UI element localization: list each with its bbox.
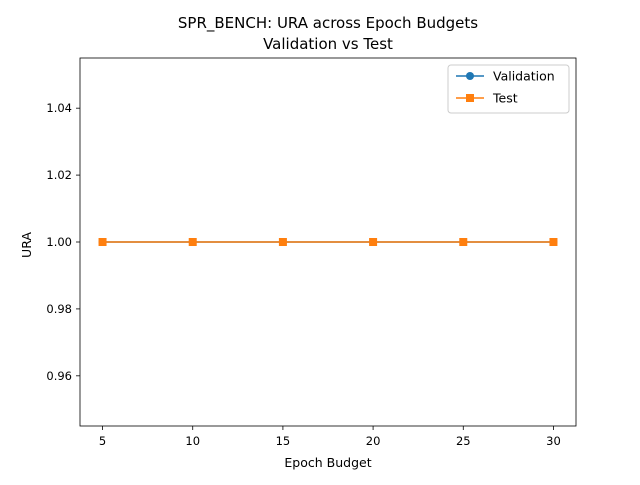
y-axis-label: URA [19, 232, 34, 258]
data-point-test [549, 238, 558, 246]
legend: Validation Test [447, 64, 570, 114]
data-point-test [459, 238, 468, 246]
legend-box [447, 64, 570, 114]
y-tick-label: 1.02 [46, 168, 72, 182]
x-tick-label: 30 [546, 434, 561, 448]
x-tick-label: 25 [456, 434, 471, 448]
x-axis-label: Epoch Budget [284, 455, 371, 470]
y-tick-label: 1.04 [46, 101, 72, 115]
chart-subtitle: Validation vs Test [263, 35, 393, 53]
x-tick-label: 5 [99, 434, 106, 448]
data-point-test [98, 238, 107, 246]
legend-label-validation: Validation [493, 69, 555, 84]
data-point-test [278, 238, 287, 246]
x-tick-label: 10 [185, 434, 200, 448]
legend-marker-validation [466, 72, 474, 80]
plot-area: 5 10 15 20 25 30 0.96 0.98 1.00 1.02 1.04 [46, 57, 577, 448]
chart-title: SPR_BENCH: URA across Epoch Budgets [178, 14, 478, 33]
y-tick-label: 0.96 [46, 369, 72, 383]
x-tick-label: 20 [366, 434, 381, 448]
y-tick-label: 0.98 [46, 302, 72, 316]
legend-label-test: Test [492, 91, 518, 106]
data-point-test [188, 238, 197, 246]
y-tick-label: 1.00 [46, 235, 72, 249]
data-point-test [369, 238, 378, 246]
x-tick-label: 15 [276, 434, 291, 448]
legend-marker-test [466, 94, 474, 102]
